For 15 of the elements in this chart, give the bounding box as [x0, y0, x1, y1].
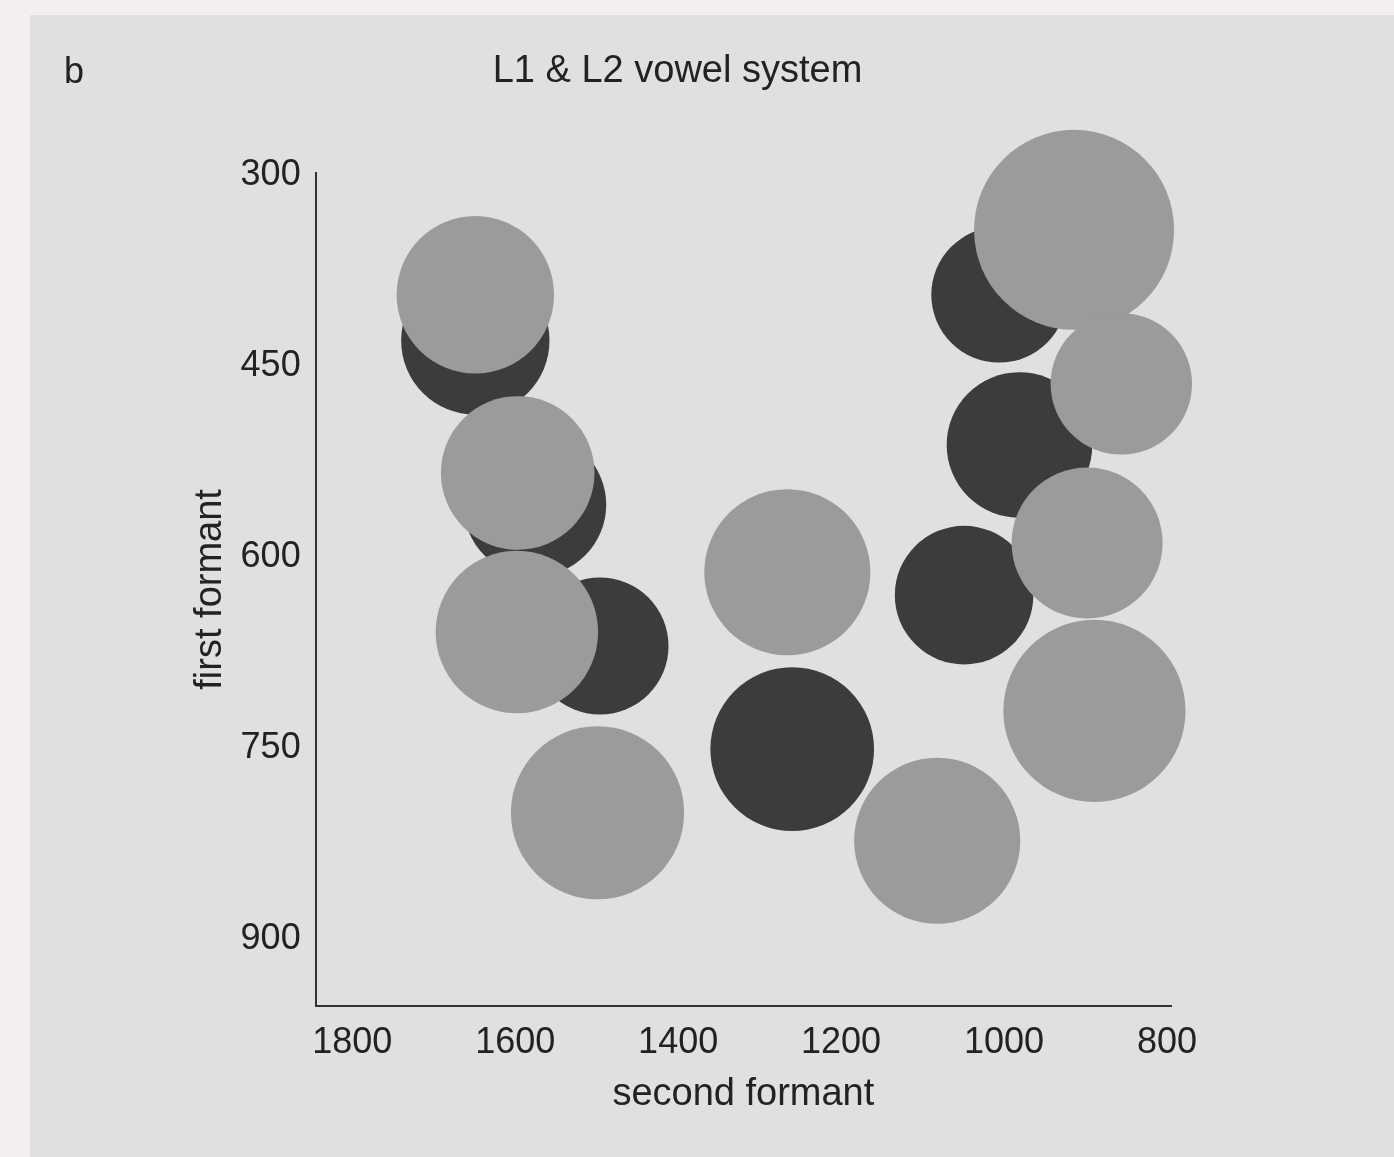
y-tick-label: 600 — [240, 533, 301, 575]
x-tick-label: 1400 — [638, 1019, 719, 1061]
x-tick-label: 1000 — [963, 1019, 1045, 1061]
y-axis-title: first formant — [187, 488, 230, 690]
y-tick-label: 750 — [240, 724, 301, 766]
x-axis-title: second formant — [612, 1070, 875, 1113]
x-tick-label: 1200 — [801, 1019, 882, 1061]
y-tick-label: 900 — [240, 915, 301, 957]
x-tick-label: 800 — [1136, 1019, 1197, 1061]
x-tick-label: 1600 — [475, 1019, 556, 1061]
x-tick-label: 1800 — [312, 1019, 393, 1061]
y-tick-label: 300 — [240, 152, 301, 194]
text: b — [64, 49, 85, 91]
y-tick-label: 450 — [240, 342, 301, 384]
chart-title: L1 & L2 vowel system — [492, 48, 863, 91]
